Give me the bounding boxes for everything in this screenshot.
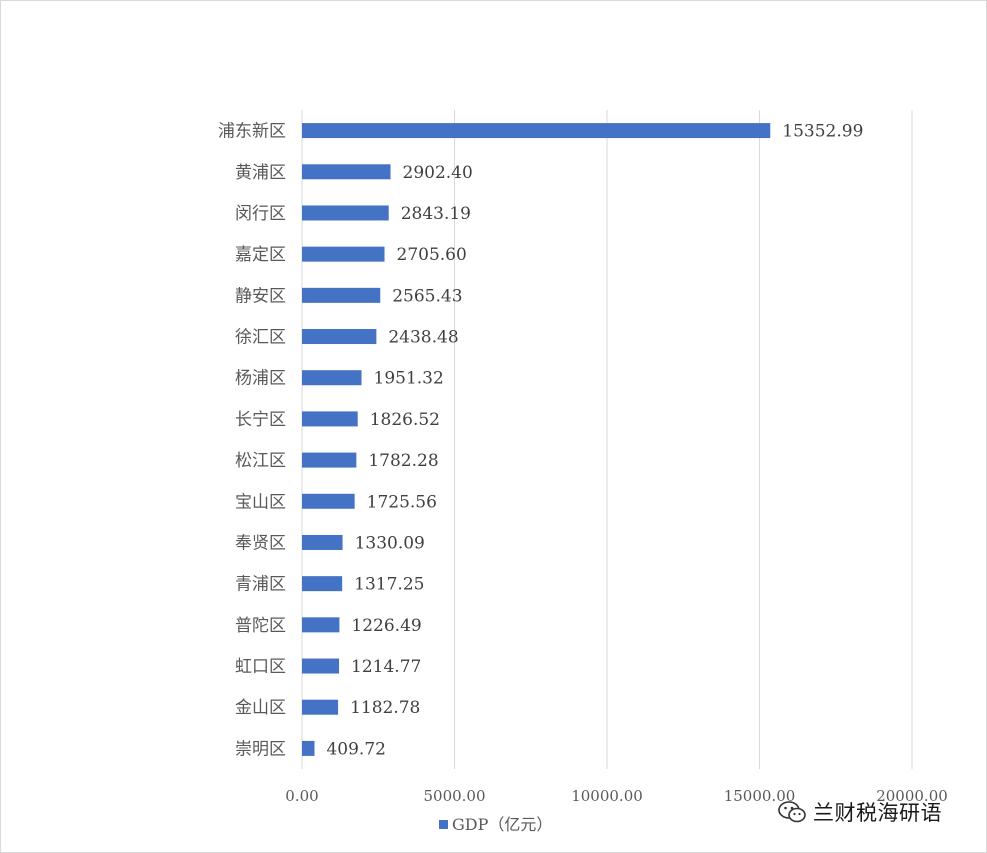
category-label: 宝山区 (235, 492, 286, 512)
bar (302, 699, 339, 715)
category-label: 静安区 (235, 286, 286, 306)
category-label: 崇明区 (235, 739, 286, 759)
bar (302, 452, 357, 468)
category-label: 闵行区 (235, 204, 286, 224)
data-label: 2565.43 (392, 286, 462, 306)
wechat-icon (778, 801, 806, 823)
data-label: 1725.56 (367, 492, 437, 512)
category-label: 松江区 (235, 451, 286, 471)
category-label: 徐汇区 (235, 328, 286, 348)
bar (302, 617, 340, 633)
bar (302, 287, 381, 303)
x-tick-label: 0.00 (285, 787, 318, 805)
category-label: 普陀区 (235, 616, 286, 636)
data-label: 2705.60 (397, 245, 467, 265)
x-tick-label: 20000.00 (876, 787, 948, 805)
data-label: 1826.52 (370, 410, 440, 430)
data-label: 2902.40 (403, 163, 473, 183)
x-tick-label: 10000.00 (571, 787, 643, 805)
watermark-text: 兰财税海研语 (813, 801, 942, 825)
bar (302, 658, 340, 674)
bar (302, 411, 358, 427)
bar (302, 576, 343, 592)
data-label: 1951.32 (374, 369, 444, 389)
data-label: 1214.77 (351, 657, 421, 677)
data-label: 409.72 (326, 739, 385, 759)
category-label: 浦东新区 (218, 122, 286, 142)
bar (302, 493, 355, 509)
x-tick-label: 15000.00 (724, 787, 796, 805)
legend-label: GDP（亿元） (452, 815, 552, 834)
data-label: 1330.09 (355, 533, 425, 553)
bars (302, 123, 771, 756)
bar (302, 164, 391, 180)
legend-swatch (439, 820, 448, 829)
category-label: 虹口区 (235, 657, 286, 677)
x-axis-tick-labels: 0.00 5000.00 10000.00 15000.00 20000.00 (285, 787, 947, 805)
category-label: 金山区 (235, 698, 286, 718)
data-label: 1226.49 (351, 616, 421, 636)
data-label: 15352.99 (782, 122, 863, 142)
category-label: 黄浦区 (235, 163, 286, 183)
bar (302, 205, 389, 221)
category-label: 杨浦区 (235, 369, 286, 389)
category-label: 嘉定区 (235, 245, 286, 265)
category-label: 奉贤区 (235, 533, 286, 553)
data-label: 1182.78 (350, 698, 420, 718)
data-label: 2843.19 (401, 204, 471, 224)
value-labels: 15352.99 2902.40 2843.19 2705.60 2565.43 2438… (326, 122, 863, 760)
category-label: 青浦区 (235, 575, 286, 595)
legend: GDP（亿元） (439, 815, 552, 834)
bar (302, 246, 385, 262)
bar (302, 123, 771, 139)
bar (302, 370, 362, 386)
data-label: 1782.28 (368, 451, 438, 471)
data-label: 1317.25 (354, 575, 424, 595)
x-tick-label: 5000.00 (423, 787, 485, 805)
bar (302, 329, 377, 345)
category-label: 长宁区 (235, 410, 286, 430)
category-labels: 浦东新区黄浦区闵行区嘉定区静安区徐汇区杨浦区长宁区松江区宝山区奉贤区青浦区普陀区… (218, 122, 286, 760)
watermark: 兰财税海研语 (777, 795, 942, 829)
bar (302, 534, 343, 550)
bar (302, 740, 315, 756)
data-label: 2438.48 (388, 328, 458, 348)
